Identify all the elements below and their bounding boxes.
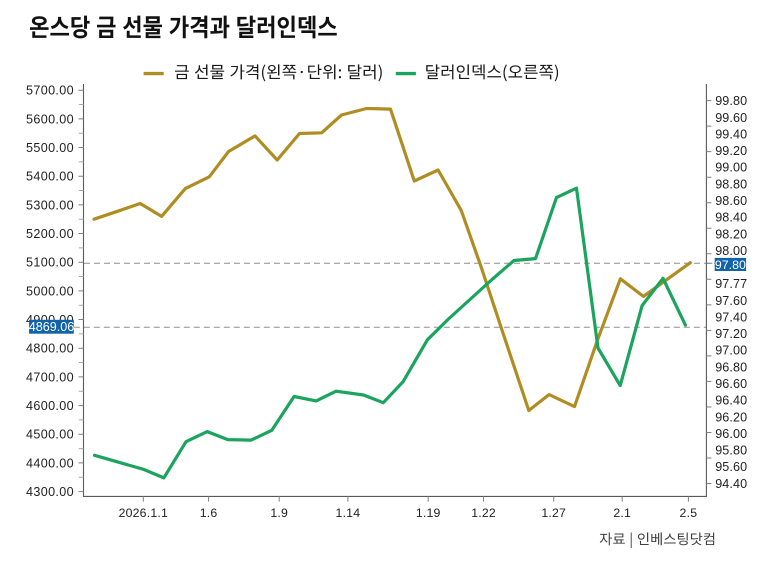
svg-text:5100.00: 5100.00 bbox=[26, 256, 74, 270]
svg-text:2026.1.1: 2026.1.1 bbox=[119, 506, 168, 520]
svg-text:97.77: 97.77 bbox=[715, 277, 747, 291]
svg-text:1.14: 1.14 bbox=[336, 506, 361, 520]
svg-text:98.60: 98.60 bbox=[715, 194, 747, 208]
svg-text:97.80: 97.80 bbox=[715, 258, 746, 272]
svg-text:96.80: 96.80 bbox=[715, 360, 747, 374]
svg-text:5700.00: 5700.00 bbox=[26, 84, 74, 98]
svg-text:1.27: 1.27 bbox=[541, 506, 566, 520]
svg-text:5000.00: 5000.00 bbox=[26, 284, 74, 298]
svg-text:1.19: 1.19 bbox=[416, 506, 441, 520]
svg-text:96.60: 96.60 bbox=[715, 377, 747, 391]
svg-text:5500.00: 5500.00 bbox=[26, 141, 74, 155]
svg-text:98.40: 98.40 bbox=[715, 211, 747, 225]
svg-text:97.60: 97.60 bbox=[715, 294, 747, 308]
svg-text:96.00: 96.00 bbox=[715, 427, 747, 441]
svg-text:4600.00: 4600.00 bbox=[26, 399, 74, 413]
svg-text:2.1: 2.1 bbox=[613, 506, 631, 520]
svg-text:5400.00: 5400.00 bbox=[26, 170, 74, 184]
svg-text:4700.00: 4700.00 bbox=[26, 370, 74, 384]
svg-text:99.00: 99.00 bbox=[715, 161, 747, 175]
svg-text:99.60: 99.60 bbox=[715, 111, 747, 125]
svg-text:96.40: 96.40 bbox=[715, 394, 747, 408]
svg-text:94.40: 94.40 bbox=[715, 477, 747, 491]
svg-text:1.6: 1.6 bbox=[200, 506, 218, 520]
svg-text:5300.00: 5300.00 bbox=[26, 198, 74, 212]
svg-text:95.80: 95.80 bbox=[715, 444, 747, 458]
svg-text:98.20: 98.20 bbox=[715, 227, 747, 241]
svg-text:1.22: 1.22 bbox=[471, 506, 496, 520]
svg-text:97.20: 97.20 bbox=[715, 327, 747, 341]
svg-text:5600.00: 5600.00 bbox=[26, 112, 74, 126]
svg-text:2.5: 2.5 bbox=[680, 506, 698, 520]
svg-text:5200.00: 5200.00 bbox=[26, 227, 74, 241]
svg-text:99.80: 99.80 bbox=[715, 94, 747, 108]
svg-text:97.40: 97.40 bbox=[715, 311, 747, 325]
svg-text:4800.00: 4800.00 bbox=[26, 342, 74, 356]
svg-text:97.00: 97.00 bbox=[715, 344, 747, 358]
svg-text:99.20: 99.20 bbox=[715, 144, 747, 158]
svg-text:98.00: 98.00 bbox=[715, 244, 747, 258]
svg-text:4300.00: 4300.00 bbox=[26, 485, 74, 499]
svg-text:4400.00: 4400.00 bbox=[26, 456, 74, 470]
svg-text:96.20: 96.20 bbox=[715, 410, 747, 424]
svg-text:4500.00: 4500.00 bbox=[26, 428, 74, 442]
svg-text:95.60: 95.60 bbox=[715, 460, 747, 474]
svg-text:98.80: 98.80 bbox=[715, 177, 747, 191]
svg-text:1.9: 1.9 bbox=[270, 506, 288, 520]
svg-text:99.40: 99.40 bbox=[715, 128, 747, 142]
svg-text:4869.06: 4869.06 bbox=[29, 320, 75, 334]
